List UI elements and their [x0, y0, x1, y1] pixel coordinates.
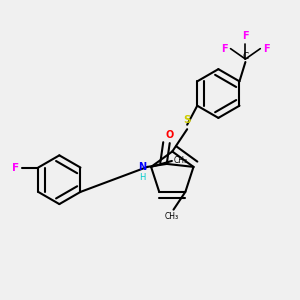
Text: F: F: [221, 44, 228, 54]
Text: C: C: [242, 52, 248, 61]
Text: CH₃: CH₃: [173, 156, 188, 165]
Text: O: O: [166, 130, 174, 140]
Text: F: F: [242, 31, 249, 41]
Text: S: S: [183, 115, 191, 125]
Text: F: F: [263, 44, 270, 54]
Text: F: F: [12, 163, 20, 172]
Text: N: N: [138, 162, 146, 172]
Text: H: H: [140, 173, 146, 182]
Text: CH₃: CH₃: [165, 212, 179, 221]
